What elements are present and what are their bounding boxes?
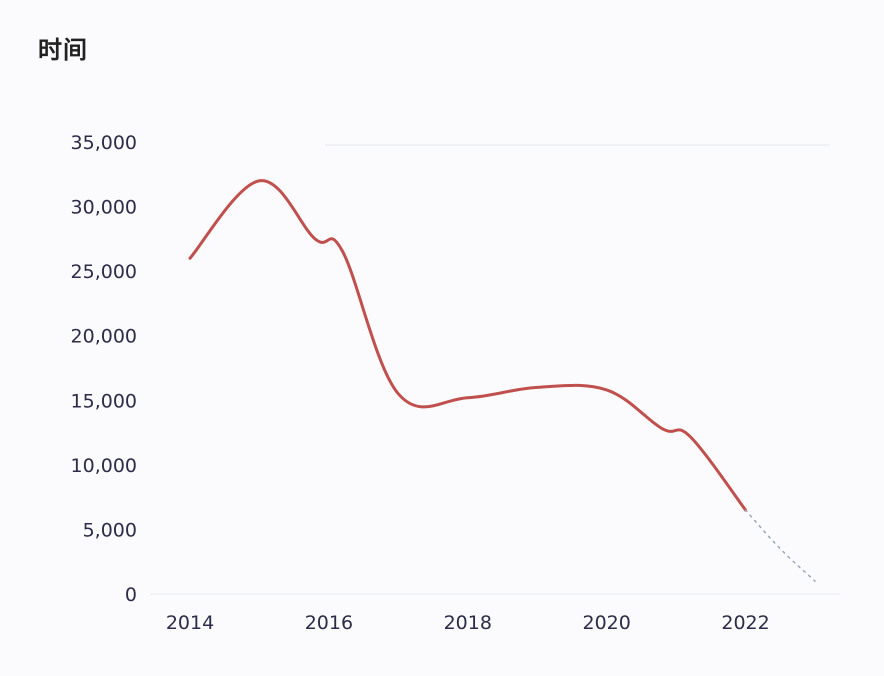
x-tick-label: 2018 xyxy=(444,612,492,634)
y-tick-label: 25,000 xyxy=(71,261,137,283)
projection-line xyxy=(744,509,816,582)
axes: 0 5,000 10,000 15,000 20,000 25,000 30,000 35,0… xyxy=(71,132,840,634)
x-tick-label: 2014 xyxy=(166,612,214,634)
y-tick-label: 30,000 xyxy=(71,197,137,219)
y-tick-label: 15,000 xyxy=(71,390,137,412)
x-tick-label: 2016 xyxy=(305,612,353,634)
x-tick-label: 2020 xyxy=(582,612,630,634)
chart-title: 时间 xyxy=(38,36,88,64)
series-group xyxy=(188,179,816,582)
series-line xyxy=(188,179,748,512)
y-tick-label: 35,000 xyxy=(71,132,137,154)
y-tick-label: 0 xyxy=(125,584,137,606)
y-tick-label: 5,000 xyxy=(83,519,137,541)
x-tick-label: 2022 xyxy=(721,612,769,634)
y-tick-label: 10,000 xyxy=(71,455,137,477)
y-tick-label: 20,000 xyxy=(71,326,137,348)
